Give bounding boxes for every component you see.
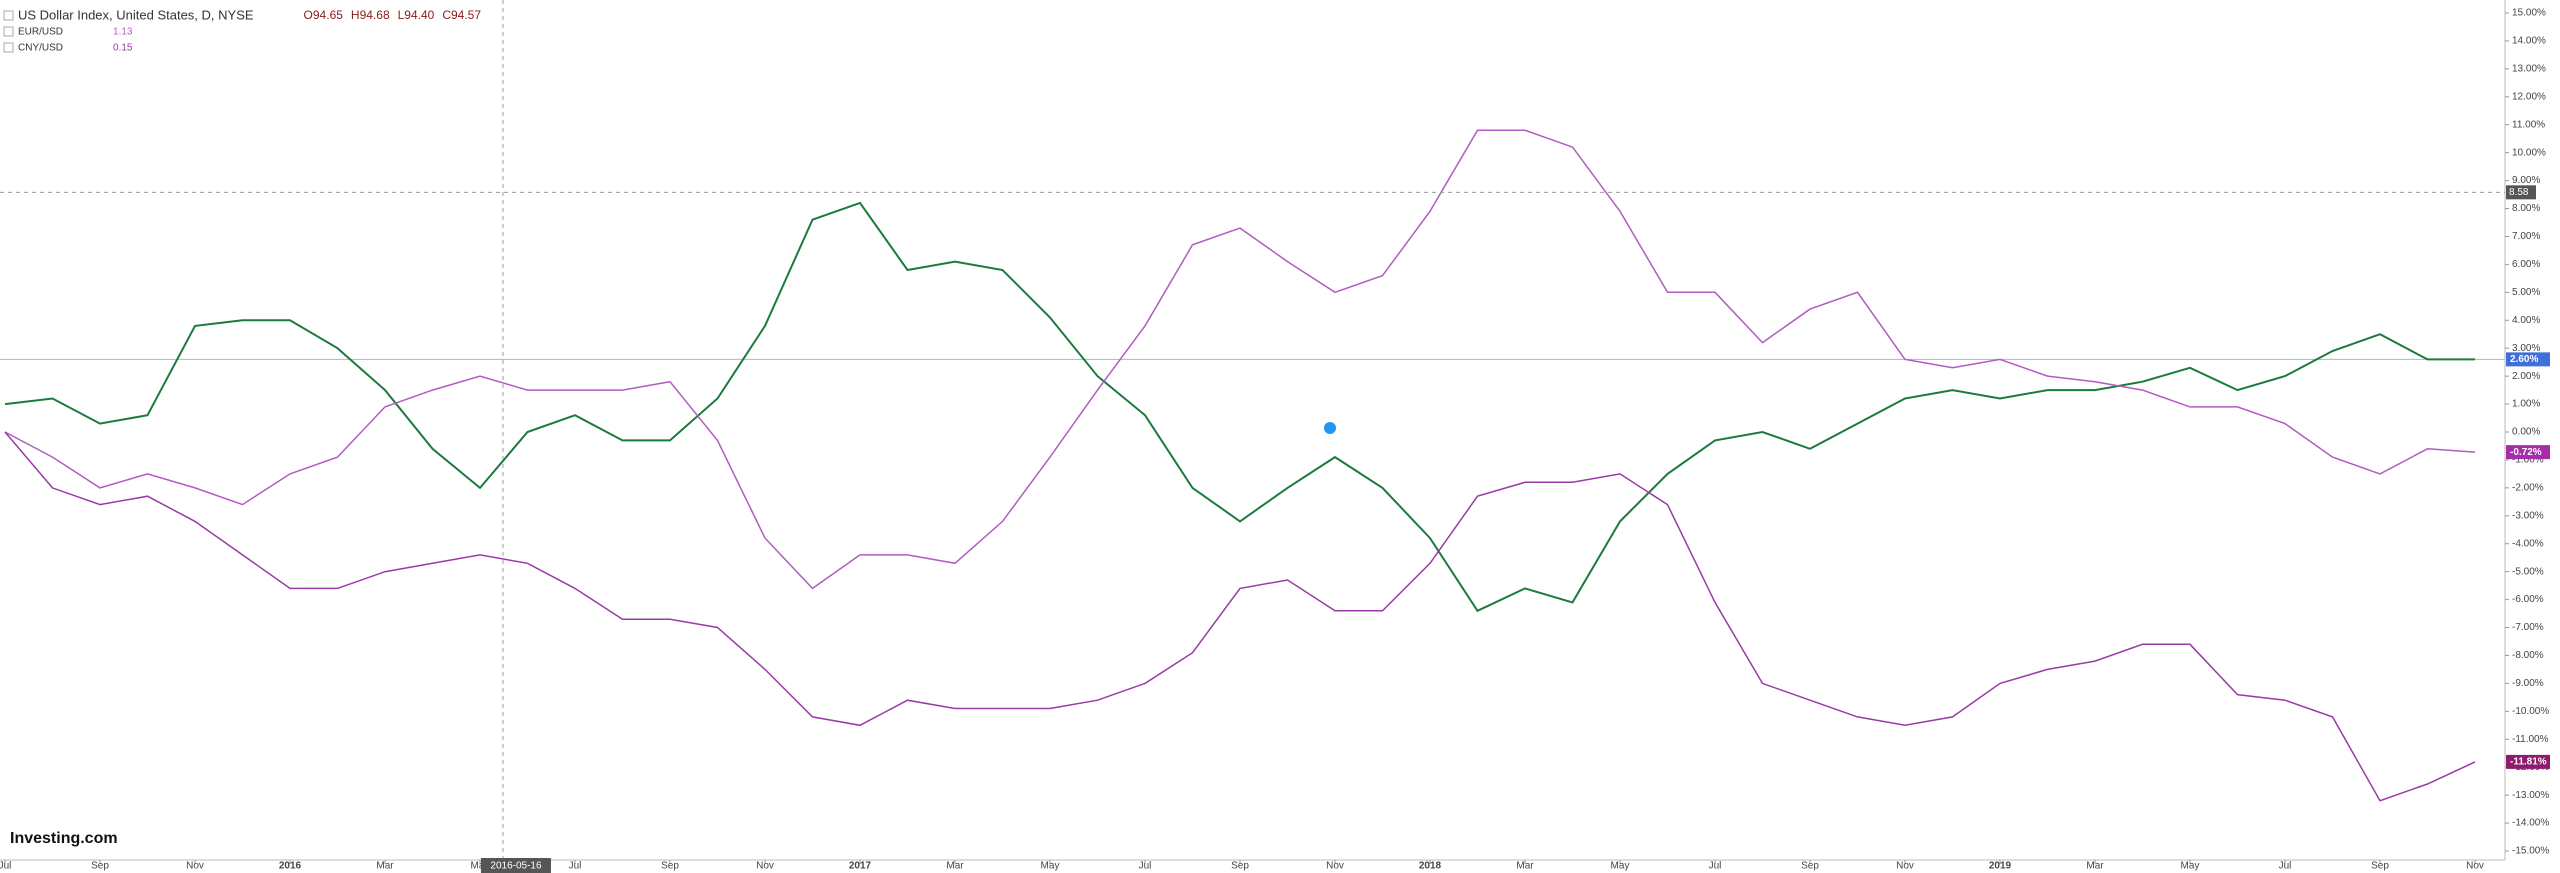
- last-value-badge: [2506, 445, 2550, 460]
- y-tick-label: -8.00%: [2512, 650, 2544, 661]
- x-tick-label: 2017: [849, 861, 872, 872]
- y-tick-label: 12.00%: [2512, 91, 2546, 102]
- y-tick-label: 5.00%: [2512, 287, 2540, 298]
- legend-name: US Dollar Index, United States, D, NYSE: [18, 7, 254, 22]
- y-tick-label: 7.00%: [2512, 231, 2540, 242]
- legend-name: CNY/USD: [18, 43, 63, 54]
- y-tick-label: 14.00%: [2512, 36, 2546, 47]
- legend-ohlc: L94.40: [398, 8, 435, 22]
- x-tick-label: Nov: [1326, 861, 1344, 872]
- x-tick-label: Jul: [0, 861, 11, 872]
- x-tick-label: Nov: [2466, 861, 2484, 872]
- y-tick-label: -1.00%: [2512, 455, 2544, 466]
- y-tick-label: -3.00%: [2512, 510, 2544, 521]
- crosshair-y-badge: [2506, 185, 2536, 200]
- crosshair-x-label: 2016-05-16: [490, 861, 542, 872]
- x-tick-label: May: [471, 861, 490, 872]
- y-tick-label: -2.00%: [2512, 483, 2544, 494]
- y-tick-label: 2.00%: [2512, 371, 2540, 382]
- y-tick-label: 8.00%: [2512, 203, 2540, 214]
- event-marker[interactable]: [1324, 422, 1336, 434]
- series-line: [4, 431, 2476, 802]
- y-tick-label: 11.00%: [2512, 119, 2545, 130]
- x-tick-label: Sep: [661, 861, 679, 872]
- x-tick-label: Mar: [946, 861, 964, 872]
- legend-ohlc: C94.57: [442, 8, 481, 22]
- y-tick-label: -6.00%: [2512, 594, 2544, 605]
- x-tick-label: Sep: [91, 861, 109, 872]
- x-tick-label: Jul: [1709, 861, 1722, 872]
- logo: Investing.com: [10, 830, 118, 847]
- legend-icon: [3, 10, 14, 21]
- y-tick-label: 4.00%: [2512, 315, 2540, 326]
- y-tick-label: -10.00%: [2512, 706, 2549, 717]
- x-tick-label: May: [1611, 861, 1630, 872]
- x-tick-label: Jul: [2279, 861, 2292, 872]
- y-tick-label: -15.00%: [2512, 846, 2549, 857]
- x-tick-label: 2019: [1989, 861, 2012, 872]
- x-tick-label: Nov: [186, 861, 204, 872]
- x-tick-label: Nov: [1896, 861, 1914, 872]
- series-line: [4, 129, 2476, 590]
- x-tick-label: Sep: [1801, 861, 1819, 872]
- legend-name: EUR/USD: [18, 27, 63, 38]
- x-tick-label: Sep: [2371, 861, 2389, 872]
- series-line: [4, 201, 2475, 613]
- x-tick-label: 2018: [1419, 861, 1442, 872]
- y-tick-label: -11.00%: [2512, 734, 2549, 745]
- y-tick-label: -5.00%: [2512, 566, 2544, 577]
- y-tick-label: 6.00%: [2512, 259, 2540, 270]
- legend-icon: [3, 42, 14, 53]
- legend-icon: [3, 26, 14, 37]
- x-tick-label: Jul: [569, 861, 582, 872]
- x-tick-label: Mar: [376, 861, 394, 872]
- y-tick-label: -13.00%: [2512, 790, 2549, 801]
- y-tick-label: 1.00%: [2512, 399, 2540, 410]
- y-tick-label: -14.00%: [2512, 818, 2549, 829]
- y-tick-label: -4.00%: [2512, 538, 2544, 549]
- legend: US Dollar Index, United States, D, NYSE O…: [3, 7, 481, 54]
- last-value-label: 2.60%: [2510, 354, 2538, 365]
- legend-ohlc: O94.65: [304, 8, 344, 22]
- y-tick-label: -9.00%: [2512, 678, 2544, 689]
- last-value-label: -0.72%: [2510, 447, 2542, 458]
- last-value-badge: [2506, 352, 2550, 367]
- x-tick-label: 2016: [279, 861, 302, 872]
- x-tick-label: May: [2181, 861, 2200, 872]
- crosshair-x-badge: [480, 858, 551, 873]
- last-value-label: -11.81%: [2510, 757, 2547, 768]
- y-tick-label: 10.00%: [2512, 147, 2546, 158]
- y-tick-label: -7.00%: [2512, 622, 2544, 633]
- x-tick-label: Sep: [1231, 861, 1249, 872]
- x-tick-label: Mar: [2086, 861, 2104, 872]
- x-tick-label: Mar: [1516, 861, 1534, 872]
- crosshair-y-label: 8.58: [2509, 187, 2529, 198]
- x-tick-label: Nov: [756, 861, 774, 872]
- last-value-badge: [2506, 754, 2550, 769]
- y-tick-label: 15.00%: [2512, 8, 2546, 19]
- x-tick-label: May: [1041, 861, 1060, 872]
- y-tick-label: 13.00%: [2512, 64, 2546, 75]
- x-tick-label: Jul: [1139, 861, 1152, 872]
- legend-value: 0.15: [113, 43, 133, 54]
- legend-ohlc: H94.68: [351, 8, 390, 22]
- y-tick-label: 9.00%: [2512, 175, 2540, 186]
- y-tick-label: 0.00%: [2512, 427, 2540, 438]
- y-tick-label: 3.00%: [2512, 343, 2540, 354]
- legend-value: 1.13: [113, 27, 133, 38]
